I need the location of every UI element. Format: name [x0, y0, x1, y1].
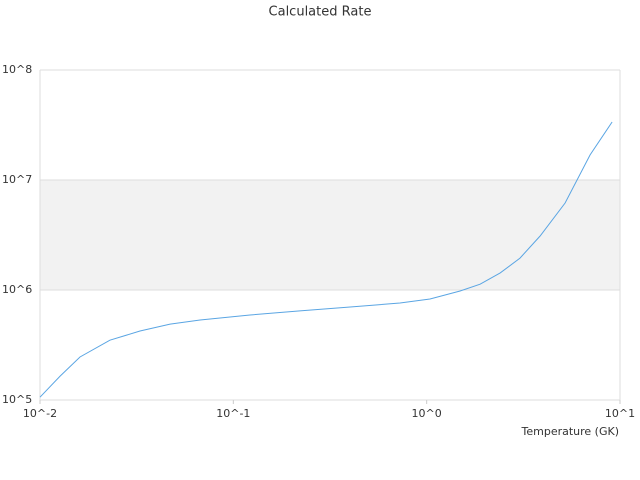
y-tick-label: 10^6	[2, 283, 32, 296]
data-line	[39, 121, 613, 398]
chart-title: Calculated Rate	[269, 5, 372, 20]
y-tick-label: 10^7	[2, 173, 32, 186]
y-tick-label: 10^5	[2, 393, 32, 406]
y-tick-label: 10^8	[2, 63, 32, 76]
x-tick-label: 10^0	[412, 407, 442, 420]
x-tick-label: 10^-1	[216, 407, 250, 420]
grid-band	[40, 180, 620, 290]
x-tick-label: 10^1	[605, 407, 635, 420]
x-axis-label: Temperature (GK)	[521, 425, 620, 438]
x-tick-label: 10^-2	[23, 407, 57, 420]
